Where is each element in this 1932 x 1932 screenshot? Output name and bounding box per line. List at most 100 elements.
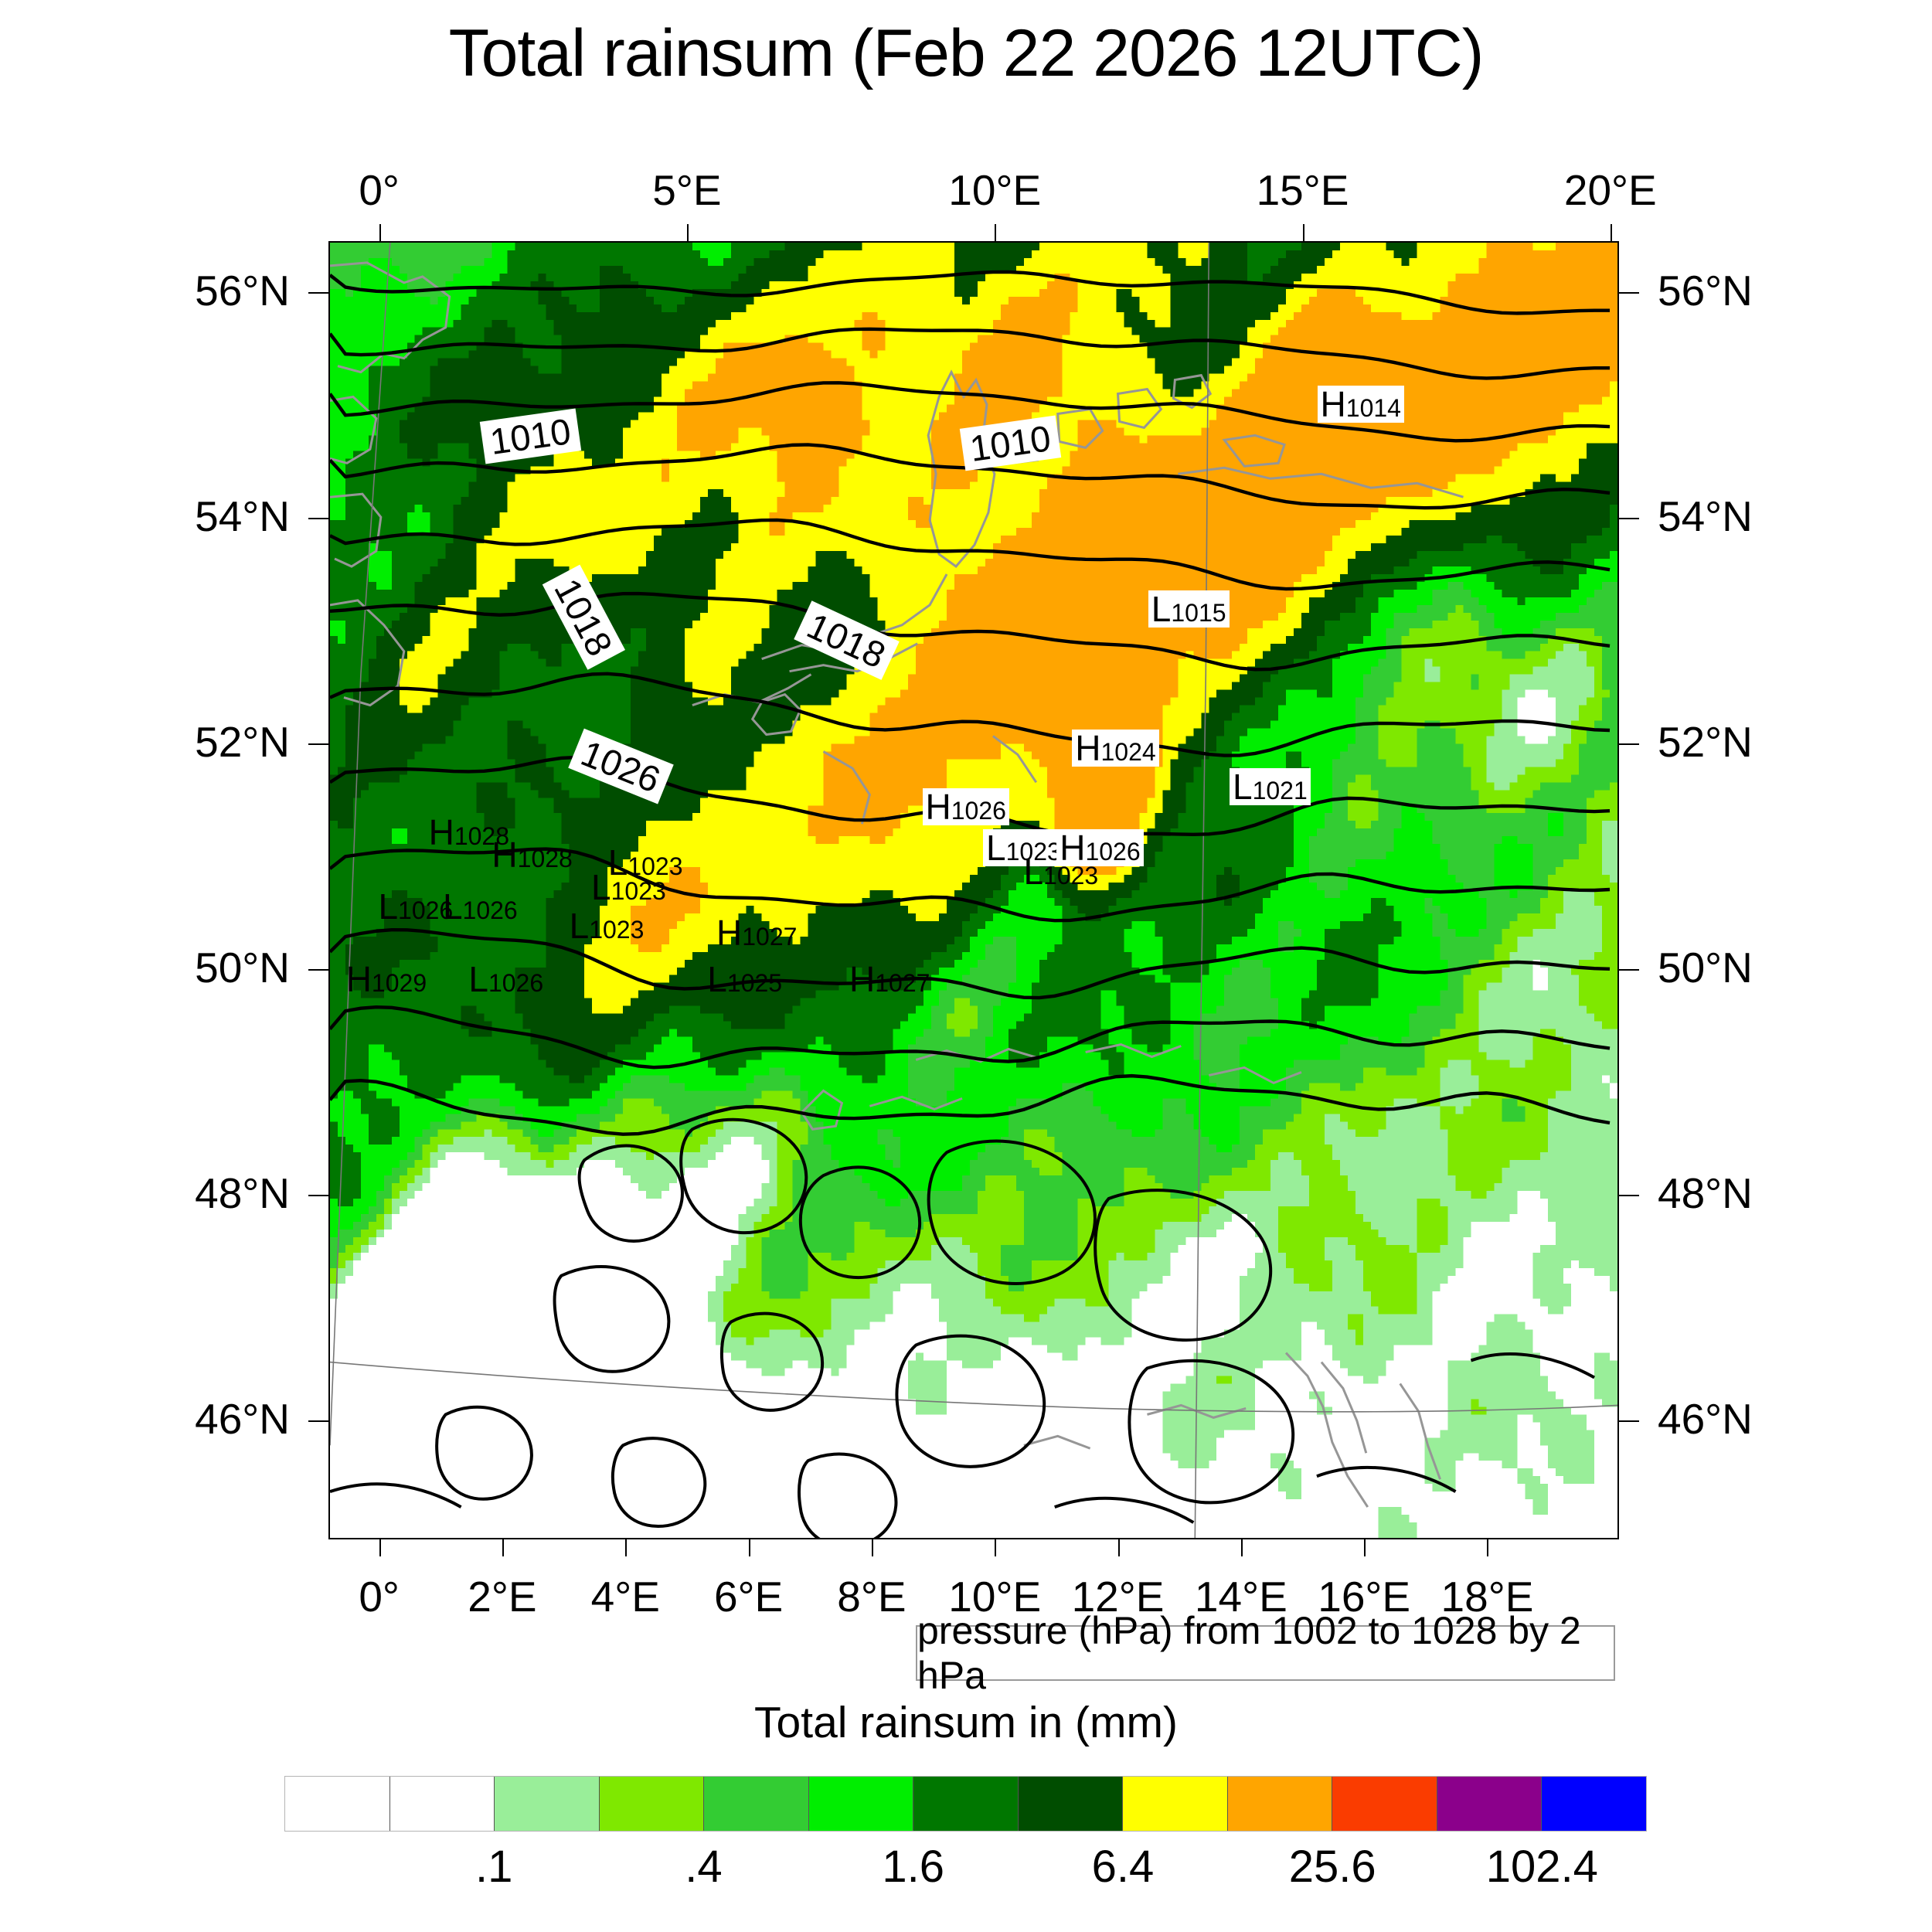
bottom-axis-label: 4°E (590, 1573, 660, 1621)
bottom-axis-tick (871, 1539, 873, 1556)
bottom-axis-tick (1117, 1539, 1120, 1556)
colorbar-swatch[interactable] (389, 1777, 495, 1831)
colorbar-swatch[interactable] (1542, 1777, 1646, 1831)
low-pressure-marker: L1026 (440, 888, 521, 925)
bottom-axis-label: 12°E (1071, 1573, 1165, 1621)
pressure-marker-value: 1023 (628, 852, 683, 880)
colorbar-title: Total rainsum in (mm) (754, 1698, 1178, 1747)
weather-map[interactable]: 1010 1010 1018 1018 1026 H1014 L1015 H1024 L1021… (328, 241, 1619, 1539)
pressure-marker-letter: L (442, 886, 463, 927)
top-axis-label: 15°E (1256, 166, 1349, 214)
high-pressure-marker: H1026 (922, 787, 1009, 825)
bottom-axis-tick (502, 1539, 504, 1556)
bottom-axis-tick (1240, 1539, 1243, 1556)
colorbar-swatch[interactable] (1227, 1777, 1333, 1831)
pressure-marker-value: 1029 (371, 969, 427, 998)
low-pressure-marker: L1023 (1020, 853, 1101, 890)
colorbar-swatch[interactable] (704, 1777, 809, 1831)
bottom-axis-label: 10°E (948, 1573, 1042, 1621)
pressure-marker-value: 1026 (462, 896, 518, 924)
top-axis-tick (995, 224, 997, 241)
low-pressure-marker: L1023 (605, 844, 686, 881)
colorbar-swatch[interactable] (495, 1777, 600, 1831)
right-axis-tick (1619, 1194, 1639, 1196)
left-axis-label: 48°N (195, 1168, 290, 1217)
bottom-axis-tick (748, 1539, 750, 1556)
right-axis-label: 52°N (1658, 717, 1753, 766)
left-axis-tick (308, 292, 328, 294)
pressure-marker-letter: L (707, 959, 727, 1000)
pressure-marker-value: 1023 (611, 876, 666, 905)
pressure-marker-letter: L (569, 906, 590, 947)
pressure-marker-letter: L (1232, 767, 1253, 808)
bottom-axis-label: 16°E (1318, 1573, 1411, 1621)
high-pressure-marker: H1026 (1056, 829, 1144, 867)
top-axis-tick (686, 224, 689, 241)
colorbar-swatch[interactable] (599, 1777, 705, 1831)
bottom-axis-tick (1364, 1539, 1366, 1556)
bottom-axis-tick (379, 1539, 381, 1556)
colorbar-swatch[interactable] (1332, 1777, 1437, 1831)
pressure-marker-letter: L (607, 842, 628, 883)
low-pressure-marker: L1021 (1229, 767, 1311, 808)
left-axis-tick (308, 1194, 328, 1196)
coastline-border-layer (330, 261, 1464, 1508)
colorbar-swatch[interactable] (285, 1777, 390, 1831)
pressure-marker-value: 1014 (1345, 393, 1401, 422)
left-axis-label: 54°N (195, 492, 290, 540)
top-axis-tick (379, 224, 381, 241)
left-axis-label: 50°N (195, 943, 290, 992)
low-pressure-marker: L1023 (588, 869, 669, 906)
colorbar-tick-label: 6.4 (1091, 1842, 1155, 1892)
left-axis-label: 56°N (195, 267, 290, 315)
right-axis-tick (1619, 968, 1639, 971)
low-pressure-marker: L1025 (704, 961, 785, 998)
colorbar[interactable] (284, 1776, 1647, 1832)
bottom-axis-tick (995, 1539, 997, 1556)
left-axis-label: 46°N (195, 1394, 290, 1443)
pressure-marker-value: 1015 (1171, 599, 1226, 628)
page-title: Total rainsum (Feb 22 2026 12UTC) (448, 16, 1485, 90)
pressure-marker-letter: H (428, 812, 454, 853)
colorbar-swatch[interactable] (913, 1777, 1019, 1831)
top-axis-label: 5°E (652, 166, 722, 214)
right-axis-tick (1619, 743, 1639, 745)
high-pressure-marker: H1028 (426, 814, 512, 851)
left-axis-label: 52°N (195, 717, 290, 766)
pressure-marker-letter: L (1023, 851, 1044, 892)
top-axis-label: 20°E (1563, 166, 1657, 214)
pressure-marker-value: 1028 (517, 844, 573, 872)
pressure-marker-value: 1027 (875, 969, 930, 998)
colorbar-swatch[interactable] (1018, 1777, 1124, 1831)
high-pressure-marker: H1027 (846, 961, 933, 998)
right-axis-label: 54°N (1658, 492, 1753, 540)
pressure-marker-value: 1023 (1005, 838, 1061, 866)
pressure-marker-value: 1023 (1043, 861, 1099, 889)
pressure-marker-value: 1027 (742, 922, 798, 951)
right-axis-tick (1619, 1420, 1639, 1422)
bottom-axis-label: 2°E (468, 1573, 537, 1621)
colorbar-tick-label: .4 (685, 1842, 723, 1892)
pressure-marker-letter: H (1075, 728, 1101, 768)
low-pressure-marker: L1026 (465, 961, 546, 998)
pressure-marker-letter: H (492, 834, 518, 875)
pressure-marker-value: 1028 (454, 822, 509, 851)
high-pressure-marker: H1027 (713, 914, 800, 951)
top-axis-tick (1610, 224, 1612, 241)
colorbar-swatch[interactable] (1437, 1777, 1543, 1831)
pressure-marker-letter: H (716, 912, 743, 953)
low-pressure-marker: L1026 (375, 888, 456, 925)
colorbar-tick-label: .1 (475, 1842, 513, 1892)
right-axis-label: 56°N (1658, 267, 1753, 315)
colorbar-swatch[interactable] (808, 1777, 914, 1831)
left-axis-tick (308, 968, 328, 971)
left-axis-tick (308, 518, 328, 519)
bottom-axis-label: 18°E (1440, 1573, 1534, 1621)
high-pressure-marker: H1014 (1317, 385, 1404, 423)
colorbar-swatch[interactable] (1123, 1777, 1228, 1831)
pressure-marker-letter: L (986, 828, 1006, 869)
pressure-marker-value: 1026 (951, 796, 1006, 825)
graticule-layer (330, 243, 1617, 1538)
pressure-marker-letter: L (378, 886, 399, 927)
pressure-marker-value: 1026 (1085, 838, 1141, 866)
